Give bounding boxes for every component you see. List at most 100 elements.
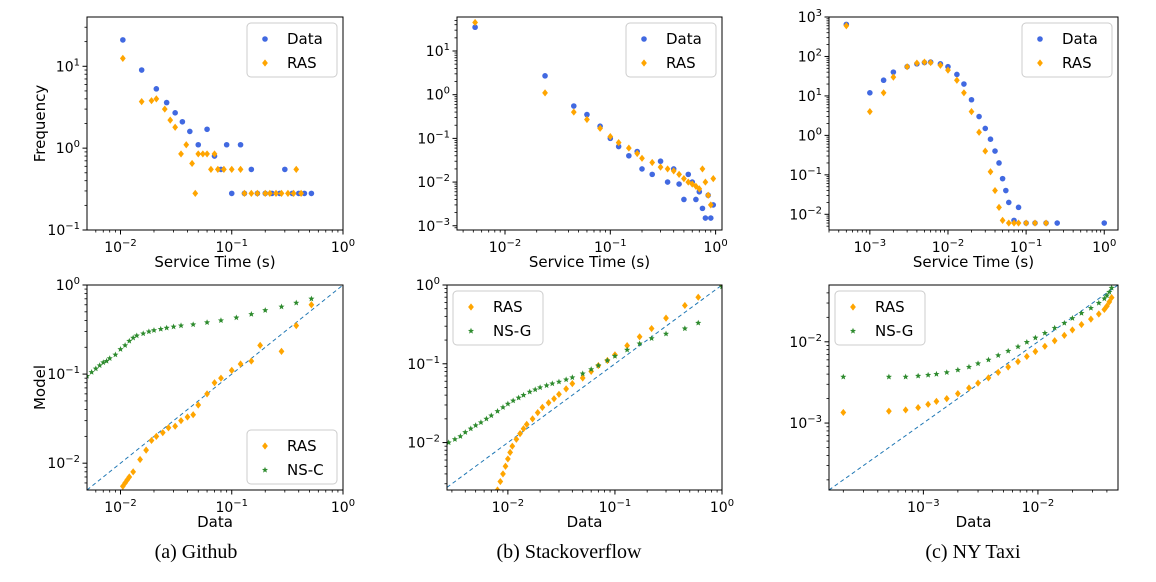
legend-box <box>452 290 544 346</box>
diagonal-line <box>829 285 1118 490</box>
y-tick-label-exp: 1 <box>816 87 822 98</box>
x-tick-label-exp: 0 <box>1110 238 1116 249</box>
point-ns-g <box>447 439 452 446</box>
y-tick-label-exp: −3 <box>807 414 822 425</box>
point-ras <box>890 73 897 81</box>
series-ns-c <box>87 295 315 379</box>
point-ras <box>1005 363 1012 371</box>
legend-marker-ras <box>468 303 474 311</box>
point-ras <box>165 424 172 432</box>
point-data <box>237 141 244 148</box>
point-data <box>968 96 975 103</box>
minor-ticks <box>84 288 339 493</box>
point-ns-g <box>648 335 655 341</box>
point-data <box>228 190 235 197</box>
x-tick-label-exp: −1 <box>233 238 248 249</box>
axes-frame <box>828 284 1119 491</box>
y-tick-label-base: 10 <box>789 207 807 223</box>
point-ras <box>563 385 570 393</box>
caption-github: (a) Github <box>155 541 238 563</box>
point-data <box>626 152 632 159</box>
point-ras <box>195 150 202 158</box>
point-ras <box>290 189 297 197</box>
point-ras <box>985 374 992 382</box>
point-ras <box>1043 219 1049 227</box>
y-tick-label-base: 10 <box>47 367 65 383</box>
x-axis-label: Data <box>567 513 603 531</box>
point-data <box>1015 204 1022 211</box>
x-tick-label-base: 10 <box>104 240 122 256</box>
point-ns-g <box>1061 319 1068 326</box>
point-ras <box>266 189 273 197</box>
point-ns-g <box>1095 299 1102 306</box>
point-ras <box>707 201 714 209</box>
legend-marker-ras <box>262 59 268 67</box>
x-tick-label-base: 10 <box>599 500 617 516</box>
point-data <box>570 103 577 109</box>
point-data <box>120 37 126 43</box>
point-ras <box>925 400 932 408</box>
point-data <box>308 190 315 197</box>
x-tick-label: 10−1 <box>215 238 248 256</box>
point-ras <box>976 128 982 136</box>
point-ras <box>570 108 577 116</box>
legend: RAS NS-C <box>246 429 338 485</box>
x-tick-label-base: 10 <box>104 500 122 516</box>
x-tick-label-exp: 0 <box>721 238 727 249</box>
y-tick-label: 101 <box>798 87 822 105</box>
x-tick-label-exp: −2 <box>1039 498 1054 509</box>
x-tick-label-exp: −1 <box>1028 238 1043 249</box>
x-tick-label-base: 10 <box>1010 240 1028 256</box>
point-ras <box>509 442 516 450</box>
x-tick-label: 10−1 <box>594 238 627 256</box>
point-ras <box>843 22 850 30</box>
point-ras <box>710 175 717 183</box>
x-tick-label: 10−1 <box>1010 238 1043 256</box>
legend-label-ns-g: NS-G <box>875 322 913 340</box>
legend: Data RAS <box>625 22 717 78</box>
point-ras <box>254 189 261 197</box>
y-tick-label-base: 10 <box>56 141 74 157</box>
minor-ticks <box>826 18 1102 233</box>
point-data <box>982 125 989 132</box>
point-ns-g <box>1108 285 1115 291</box>
y-tick-label: 10−3 <box>417 217 450 235</box>
point-ras <box>966 384 972 392</box>
x-axis-label: Data <box>956 513 992 531</box>
point-ras <box>943 394 950 403</box>
point-data <box>248 166 255 173</box>
point-ras <box>119 54 126 62</box>
point-ras <box>556 390 562 398</box>
x-tick-label: 100 <box>704 238 728 256</box>
point-ns-g <box>995 352 1002 358</box>
point-ras <box>293 165 300 173</box>
point-ras <box>208 165 214 173</box>
point-ras <box>937 61 944 69</box>
point-data <box>999 175 1006 182</box>
point-ns-c <box>126 337 133 344</box>
y-tick-label-exp: −1 <box>65 221 80 232</box>
point-ras <box>500 470 506 478</box>
y-tick-label-exp: 0 <box>74 139 80 150</box>
point-data <box>1005 199 1012 206</box>
y-tick-label-base: 10 <box>798 89 816 105</box>
point-ns-g <box>974 360 982 367</box>
y-tick-label-base: 10 <box>56 278 74 294</box>
point-data <box>890 69 897 75</box>
x-tick-label-base: 10 <box>932 240 950 256</box>
point-ns-c <box>117 346 124 352</box>
x-tick-label-exp: −2 <box>122 238 137 249</box>
x-tick-label: 10−2 <box>932 238 965 256</box>
point-ras <box>996 203 1002 211</box>
point-ras <box>968 108 975 116</box>
point-ns-g <box>549 380 556 387</box>
point-ras <box>992 186 998 195</box>
x-tick-label: 10−3 <box>854 238 887 256</box>
point-data <box>195 141 202 148</box>
point-data <box>1003 187 1009 194</box>
point-ras <box>676 170 682 178</box>
point-ns-g <box>718 285 722 290</box>
point-ns-g <box>943 369 950 375</box>
diagonal-line <box>87 285 343 490</box>
